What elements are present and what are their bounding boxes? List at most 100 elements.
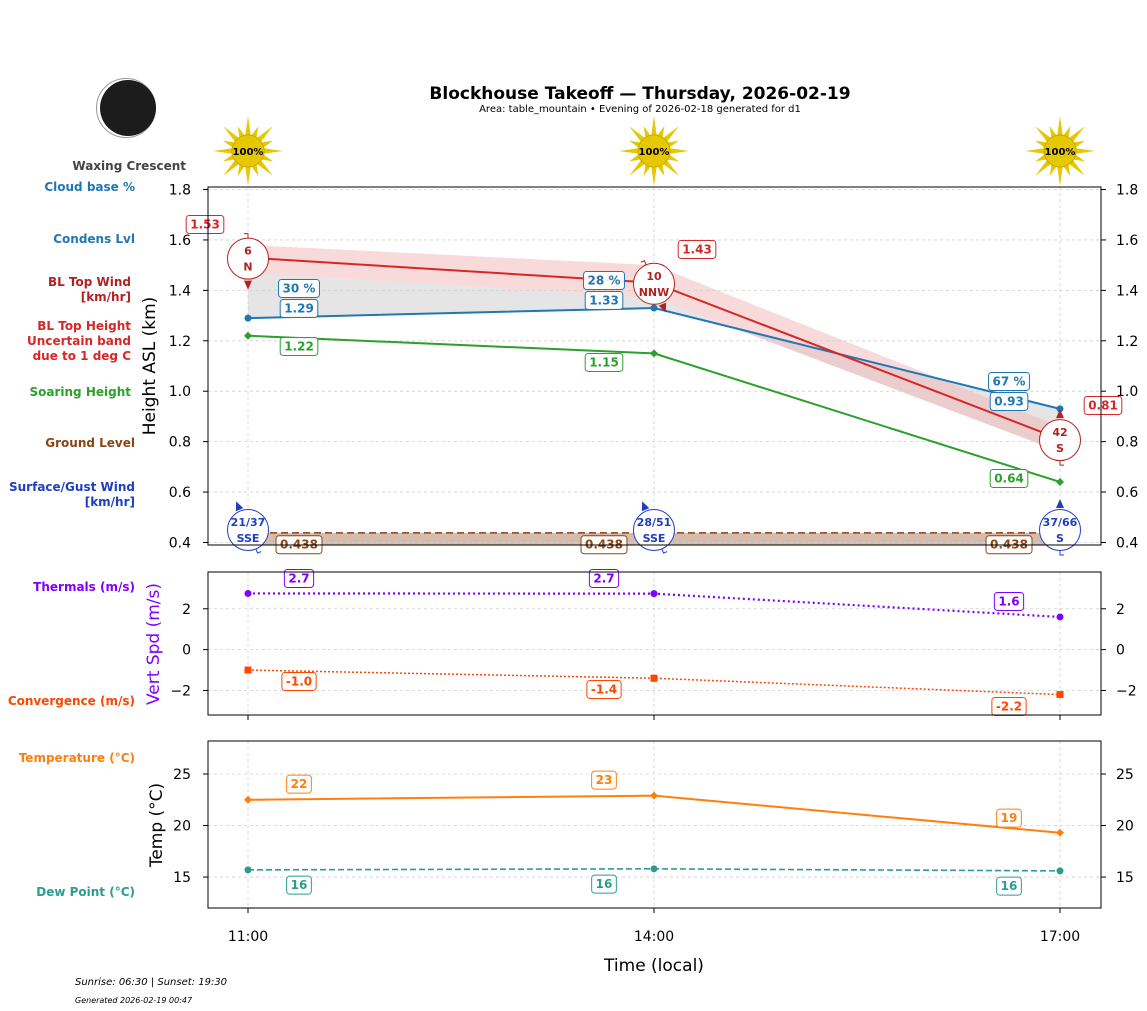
value-label-box [279,336,319,356]
y-tick-label-left: 1.4 [169,283,191,299]
sun-ray [667,154,679,162]
thermals-point [244,589,252,597]
vertical-speed-panel-frame [207,571,1102,716]
side-label-thermals: Thermals (m/s) [33,580,135,594]
wind-circle [633,509,675,551]
sun-ray [263,148,283,154]
sun-ray [223,154,235,162]
value-label-dew-point: 16 [996,876,1022,896]
sun-ray [643,126,651,138]
value-label-convergence: -2.2 [991,696,1027,716]
value-label-text: 16 [1001,879,1018,893]
y-tick-label-left: 2 [182,602,191,618]
sun-ray [651,116,657,136]
value-label-text: 22 [291,777,308,791]
wind-direction: S [1056,442,1064,455]
value-label-box [286,774,312,794]
value-label-box [278,278,320,298]
value-label-box [996,808,1022,828]
value-label-box [281,671,317,691]
wind-arrow-icon [641,501,650,512]
value-label-dew-point: 16 [286,875,312,895]
bl-top-wind-indicator: 6N [227,233,269,290]
sun-percent: 100% [233,147,264,158]
value-label-box [993,591,1025,611]
value-label-temperature: 23 [591,770,617,790]
sun-ray [223,126,239,142]
side-label-bl-height: BL Top Height [37,319,131,333]
sun-ray [657,126,665,138]
sunrise-sunset: Sunrise: 06:30 | Sunset: 19:30 [75,977,227,988]
y-tick-label-right: 1.8 [1116,183,1138,199]
y-tick-label-left: 25 [173,767,191,783]
value-label-temperature: 19 [996,808,1022,828]
sun-ray [213,148,233,154]
value-label-soaring: 0.64 [989,468,1029,488]
moon-phase-label: Waxing Crescent [72,159,186,173]
y-tick-label-left: −2 [170,683,191,699]
value-label-convergence: -1.4 [586,679,622,699]
side-label-temperature: Temperature (°C) [19,751,135,765]
sun-ray [1073,140,1085,148]
dew-point-point [650,865,658,873]
value-label-text: -2.2 [996,699,1022,713]
value-label-temperature: 22 [286,774,312,794]
sun-ray [629,154,641,162]
sun-ray [1025,148,1045,154]
thermals-point [1056,613,1064,621]
value-label-text: 1.6 [998,594,1019,608]
value-label-box [279,298,319,318]
condens-point [244,314,252,322]
sun-ray [1063,126,1071,138]
wind-speed: 28/51 [637,516,672,529]
sun-ray [663,126,679,142]
sun-ray [1035,154,1047,162]
value-label-soaring: 1.15 [584,352,624,372]
value-label-soaring: 1.22 [279,336,319,356]
sun-ray [1035,126,1051,142]
side-label-surface-wind: [km/hr] [85,495,135,509]
x-tick-label: 14:00 [634,929,674,945]
chart-subtitle: Area: table_mountain • Evening of 2026-0… [479,104,801,115]
y-tick-label-right: −2 [1116,683,1137,699]
sun-ray [223,160,239,176]
value-label-text: -1.4 [591,682,617,696]
value-label-text: 1.15 [589,355,619,369]
side-label-convergence: Convergence (m/s) [8,694,135,708]
convergence-point [244,666,252,674]
sun-ray [251,126,259,138]
convergence-point [1056,691,1064,699]
sun-ray [629,140,641,148]
value-label-box [588,568,620,588]
wind-speed: 21/37 [231,516,266,529]
soaring-point [650,349,658,358]
moon-icon [96,78,156,138]
value-label-cloud-base-pct: 28 % [583,270,625,290]
wind-circle [1039,419,1081,462]
sun-ray [1035,160,1051,176]
sun-ray [619,148,639,154]
side-label-bl-wind: [km/hr] [81,290,131,304]
wind-circle [227,509,269,551]
sun-disc [1043,134,1077,168]
value-label-text: 23 [596,773,613,787]
sun-ray [1049,164,1057,176]
height-panel-frame [207,186,1102,546]
chart-title: Blockhouse Takeoff — Thursday, 2026-02-1… [429,84,850,104]
sun-ray [1073,154,1085,162]
sun-ray [1063,164,1071,176]
wind-direction: SSE [643,532,666,545]
temperature-point [244,795,252,804]
side-label-soaring: Soaring Height [30,385,132,399]
wind-direction: S [1056,532,1064,545]
value-label-text: 16 [596,877,613,891]
y-tick-label-right: 25 [1116,767,1134,783]
value-label-text: 2.7 [593,571,614,585]
wind-tail [661,548,668,554]
y-tick-label-left: 0 [182,643,191,659]
sun-percent: 100% [639,147,670,158]
wind-direction: N [243,261,252,274]
y-tick-label-right: 0 [1116,643,1125,659]
y-tick-label-right: 1.6 [1116,233,1138,249]
y-tick-label-left: 0.4 [169,535,191,551]
